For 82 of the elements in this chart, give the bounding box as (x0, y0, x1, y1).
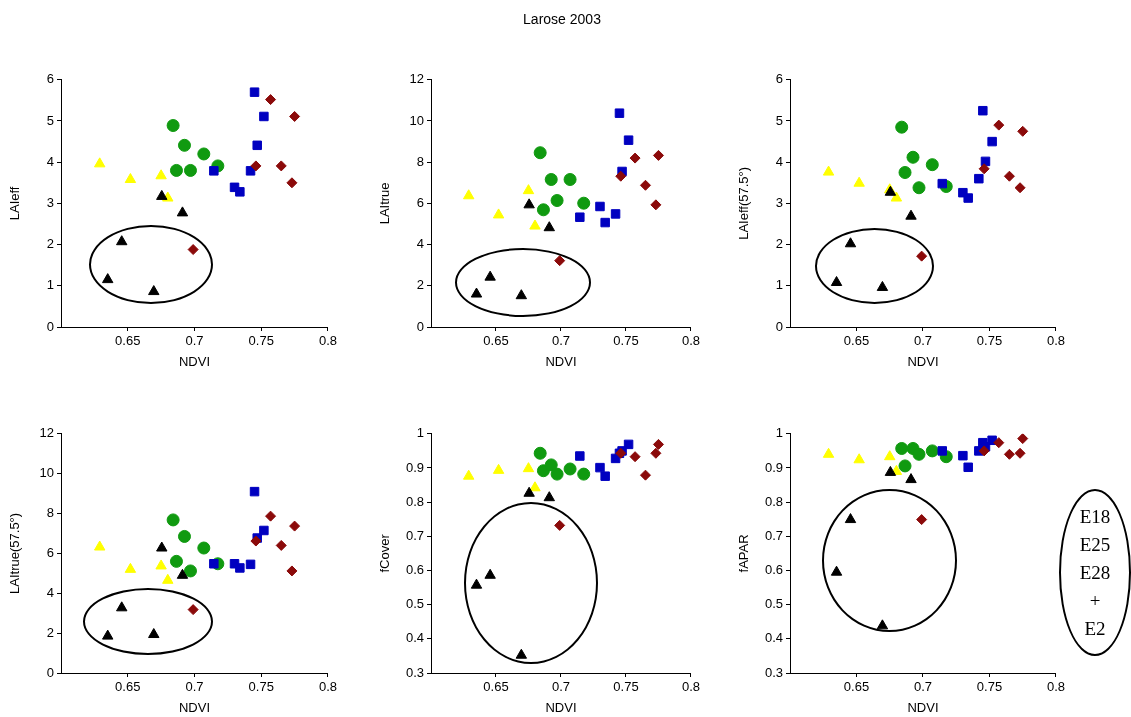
x-tick-label: 0.7 (551, 333, 571, 349)
y-tick-label: 6 (416, 194, 424, 210)
y-tick-label: 6 (46, 544, 54, 560)
y-tick-label: 5 (46, 112, 54, 128)
x-tick-label: 0.8 (681, 679, 700, 695)
y-tick-label: 4 (775, 153, 783, 169)
y-axis-title: fCover (377, 533, 393, 573)
y-tick-label: 2 (46, 624, 54, 640)
y-tick-label: 0.7 (764, 527, 783, 543)
y-tick-label: 0 (416, 318, 424, 334)
y-tick-label: 12 (409, 71, 424, 87)
x-tick-label: 0.8 (1046, 333, 1065, 349)
x-tick-label: 0.75 (248, 679, 274, 695)
x-tick-label: 0.8 (681, 333, 700, 349)
text: E18 E25 E28 + E2 (1078, 505, 1112, 641)
y-axis-title: LAIeff(57.5°) (736, 166, 752, 240)
y-tick-label: 6 (775, 71, 783, 87)
y-tick-label: 3 (46, 194, 54, 210)
x-tick-label: 0.75 (248, 333, 274, 349)
y-tick-label: 0.4 (405, 630, 424, 646)
y-tick-label: 1 (775, 425, 783, 441)
y-tick-label: 0.4 (764, 630, 783, 646)
x-tick-label: 0.65 (843, 333, 870, 349)
chart-title: Larose 2003 (522, 11, 602, 27)
x-axis-title: NDVI (545, 353, 577, 369)
x-tick-label: 0.75 (976, 679, 1003, 695)
y-tick-label: 0 (46, 318, 54, 334)
y-axis-title: fAPAR (736, 534, 752, 573)
y-tick-label: 0.6 (764, 562, 783, 578)
y-tick-label: 2 (46, 236, 54, 252)
y-tick-label: 1 (46, 277, 54, 293)
y-tick-label: 1 (416, 425, 424, 441)
y-tick-label: 0.8 (764, 493, 783, 509)
x-tick-label: 0.7 (551, 679, 571, 695)
x-tick-label: 0.8 (318, 679, 337, 695)
y-tick-label: 2 (416, 277, 424, 293)
x-axis-title: NDVI (545, 699, 577, 715)
x-tick-label: 0.65 (843, 679, 870, 695)
x-tick-label: 0.8 (318, 333, 337, 349)
y-tick-label: 0.8 (405, 493, 424, 509)
y-tick-label: 0.6 (405, 562, 424, 578)
y-tick-label: 5 (775, 112, 783, 128)
x-tick-label: 0.7 (185, 679, 204, 695)
y-tick-label: 0 (46, 664, 54, 680)
x-tick-label: 0.8 (1046, 679, 1065, 695)
x-tick-label: 0.75 (976, 333, 1003, 349)
x-tick-label: 0.75 (613, 333, 639, 349)
x-tick-label: 0.7 (913, 679, 933, 695)
x-tick-label: 0.65 (483, 333, 509, 349)
y-tick-label: 1 (775, 277, 783, 293)
y-tick-label: 0.5 (405, 596, 424, 612)
y-tick-label: 0.9 (405, 459, 424, 475)
y-tick-label: 8 (46, 505, 54, 521)
y-tick-label: 0 (775, 318, 783, 334)
y-tick-label: 6 (46, 71, 54, 87)
y-tick-label: 4 (46, 584, 54, 600)
y-tick-label: 2 (775, 236, 783, 252)
y-axis-title: LAItrue (377, 182, 393, 225)
y-tick-label: 10 (409, 112, 424, 128)
y-tick-label: 0.9 (764, 459, 783, 475)
x-axis-title: NDVI (178, 699, 211, 715)
x-axis-title: NDVI (907, 353, 939, 369)
y-tick-label: 8 (416, 153, 424, 169)
x-tick-label: 0.75 (613, 679, 639, 695)
y-tick-label: 4 (46, 153, 54, 169)
x-tick-label: 0.7 (913, 333, 933, 349)
y-tick-label: 4 (416, 236, 424, 252)
y-tick-label: 0.5 (764, 596, 783, 612)
y-tick-label: 0.3 (405, 664, 424, 680)
x-axis-title: NDVI (907, 699, 939, 715)
x-tick-label: 0.7 (185, 333, 204, 349)
y-tick-label: 0.7 (405, 527, 424, 543)
x-tick-label: 0.65 (483, 679, 509, 695)
x-tick-label: 0.65 (115, 333, 141, 349)
y-tick-label: 12 (39, 425, 54, 441)
y-tick-label: 0.3 (764, 664, 783, 680)
y-tick-label: 10 (39, 465, 54, 481)
y-tick-label: 3 (775, 194, 783, 210)
y-axis-title: LAIeff (7, 186, 23, 221)
x-axis-title: NDVI (178, 353, 211, 369)
x-tick-label: 0.65 (115, 679, 141, 695)
y-axis-title: LAItrue(57.5°) (7, 512, 23, 594)
